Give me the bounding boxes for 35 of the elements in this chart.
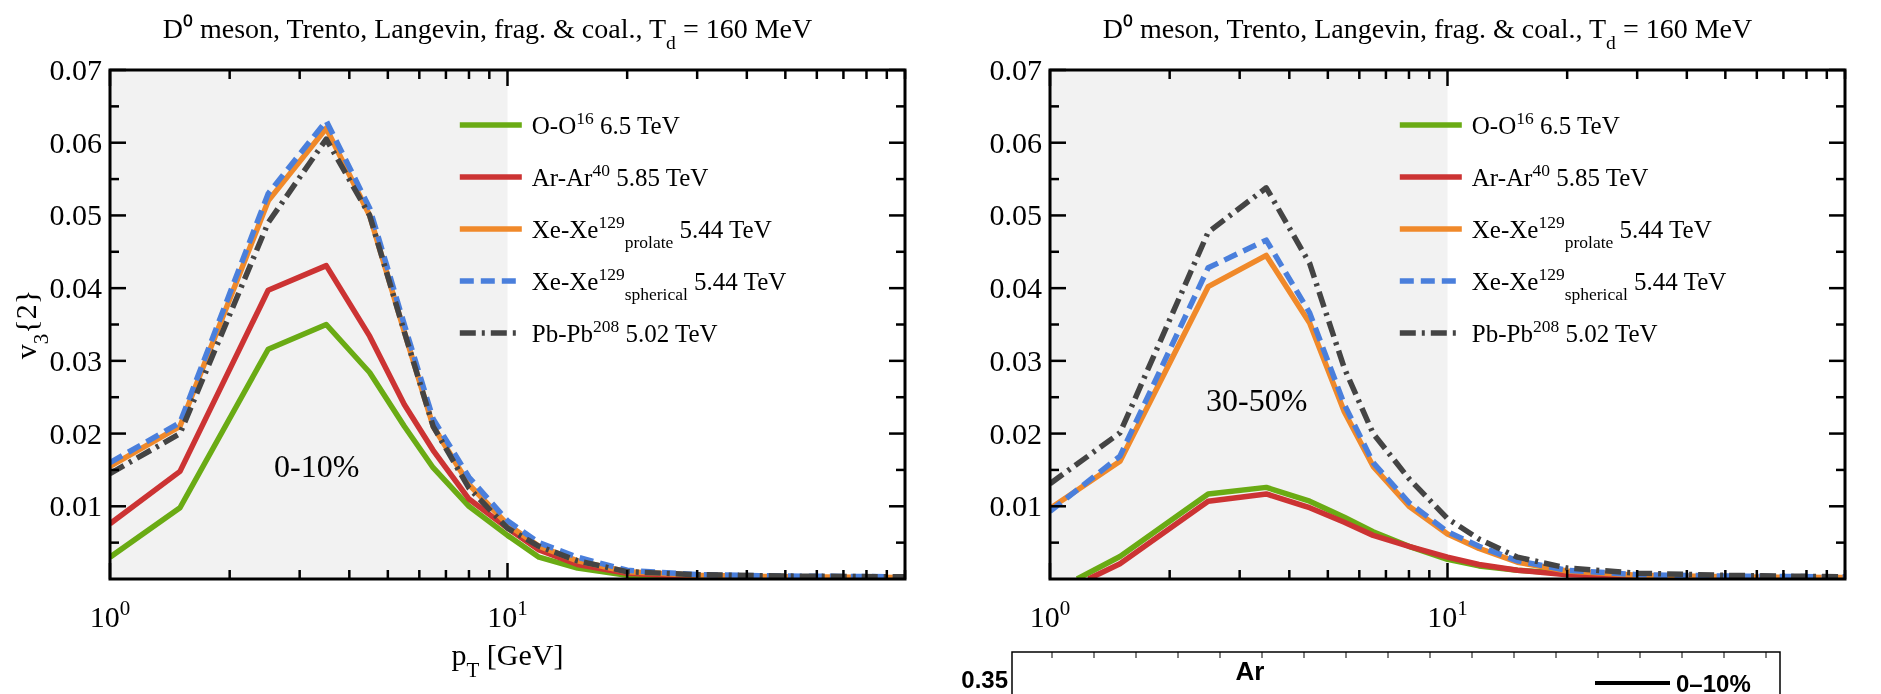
legend-label: Ar-Ar$^{40}$ 5.85 TeV: [531, 160, 709, 191]
y-tick-label: 0.03: [989, 343, 1042, 377]
legend-label: Xe-Xe$^{129}$$_{prolate}$ 5.44 TeV: [1471, 212, 1712, 252]
x-axis-title: p$_{T}$ [GeV]: [451, 638, 564, 682]
legend-label: Xe-Xe$^{129}$$_{spherical}$ 5.44 TeV: [1471, 264, 1727, 304]
legend-label: Xe-Xe$^{129}$$_{prolate}$ 5.44 TeV: [531, 212, 772, 252]
text: 0.35: [961, 666, 1008, 693]
legend-label: Ar-Ar$^{40}$ 5.85 TeV: [1471, 160, 1649, 191]
chart-title: D⁰ meson, Trento, Langevin, frag. & coal., T$_{d}$ = 160 MeV: [1102, 13, 1753, 53]
legend-label: O-O$^{16}$ 6.5 TeV: [531, 108, 680, 139]
x-tick-label: 10$^{1}$: [1427, 596, 1468, 633]
legend-label: Xe-Xe$^{129}$$_{spherical}$ 5.44 TeV: [531, 264, 787, 304]
y-tick-label: 0.05: [989, 198, 1042, 232]
annotation: 0-10%: [274, 448, 360, 485]
text: Ar: [1235, 656, 1265, 686]
y-tick-label: 0.07: [49, 53, 102, 86]
text: 0–10%: [1676, 670, 1751, 694]
y-tick-label: 0.02: [989, 416, 1042, 450]
x-tick-label: 10$^{0}$: [1029, 596, 1071, 633]
chart-title: D⁰ meson, Trento, Langevin, frag. & coal., T$_{d}$ = 160 MeV: [162, 13, 813, 53]
y-tick-label: 0.01: [989, 489, 1042, 523]
x-tick-label: 10$^{0}$: [89, 596, 131, 633]
x-tick-label: 10$^{1}$: [487, 596, 528, 633]
legend-label: Pb-Pb$^{208}$ 5.02 TeV: [1471, 316, 1658, 347]
y-tick-label: 0.03: [49, 343, 102, 377]
legend-label: Pb-Pb$^{208}$ 5.02 TeV: [531, 316, 718, 347]
y-tick-label: 0.05: [49, 198, 102, 232]
annotation: 30-50%: [1206, 382, 1308, 419]
y-tick-label: 0.07: [989, 53, 1042, 86]
y-tick-label: 0.06: [49, 125, 102, 159]
y-tick-label: 0.06: [989, 125, 1042, 159]
legend-label: O-O$^{16}$ 6.5 TeV: [1471, 108, 1620, 139]
y-tick-label: 0.01: [49, 489, 102, 523]
y-tick-label: 0.02: [49, 416, 102, 450]
y-tick-label: 0.04: [989, 271, 1042, 305]
